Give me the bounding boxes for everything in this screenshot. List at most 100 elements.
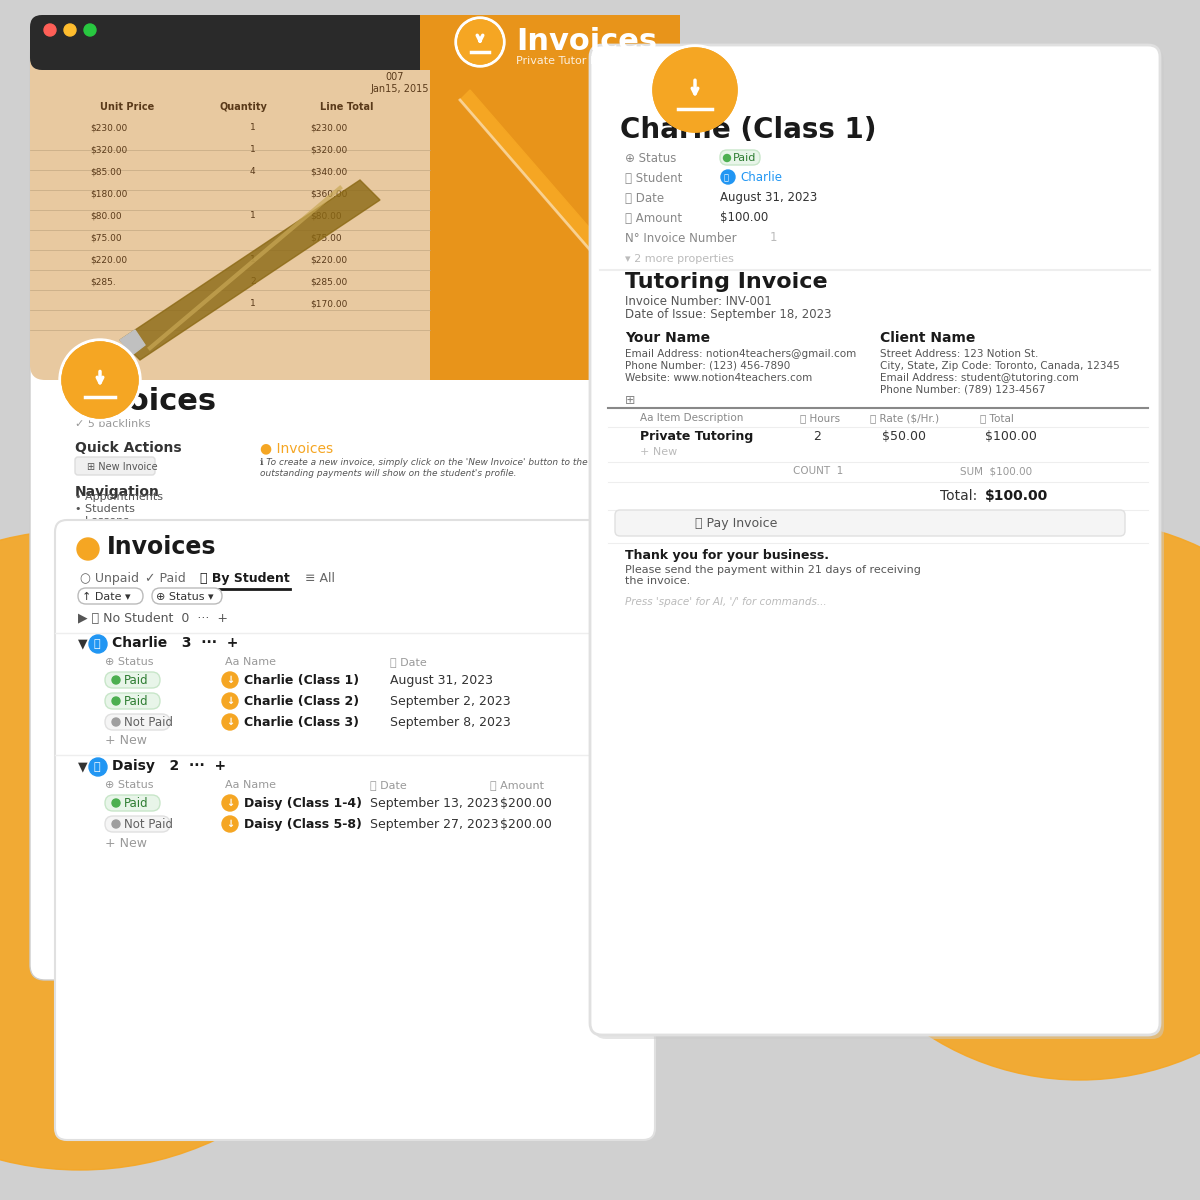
Circle shape (0, 530, 400, 1170)
Text: 1: 1 (250, 145, 256, 154)
Text: ↑ Date ▾: ↑ Date ▾ (263, 545, 306, 554)
Text: ○ Unpaid: ○ Unpaid (80, 572, 139, 584)
FancyBboxPatch shape (106, 672, 160, 688)
FancyBboxPatch shape (106, 714, 170, 730)
Circle shape (59, 338, 142, 421)
Text: 💲 Amount: 💲 Amount (625, 212, 682, 226)
Text: SUM  $100.00: SUM $100.00 (960, 466, 1032, 476)
Text: ⊕ Status ▾: ⊕ Status ▾ (156, 592, 214, 602)
Text: $180.00: $180.00 (90, 188, 127, 198)
Circle shape (222, 816, 238, 832)
Circle shape (458, 20, 502, 64)
Text: ▼: ▼ (78, 637, 88, 650)
FancyBboxPatch shape (590, 44, 1160, 1034)
Text: Invoices: Invoices (516, 26, 658, 56)
Text: Unit Price: Unit Price (100, 102, 155, 112)
Text: September 27, 2023: September 27, 2023 (370, 818, 499, 830)
Text: Your Name: Your Name (625, 331, 710, 346)
Text: 💲 Amount: 💲 Amount (490, 780, 544, 790)
Text: $285.00: $285.00 (310, 277, 347, 286)
Text: September 13, 2023: September 13, 2023 (370, 797, 498, 810)
Text: 📅 Date: 📅 Date (625, 192, 664, 205)
Text: 1: 1 (250, 299, 256, 308)
Text: $230.00: $230.00 (90, 122, 127, 132)
Circle shape (112, 718, 120, 726)
Text: ↓: ↓ (226, 818, 234, 829)
Text: $320.00: $320.00 (90, 145, 127, 154)
Text: ↓: ↓ (226, 716, 234, 727)
Text: ▼: ▼ (78, 760, 88, 773)
Text: Paid: Paid (124, 695, 149, 708)
Text: Charlie   3  ···  +: Charlie 3 ··· + (112, 636, 239, 650)
Text: Total:: Total: (940, 490, 982, 503)
Text: Street Address: 123 Notion St.: Street Address: 123 Notion St. (880, 349, 1038, 359)
Text: ⊞: ⊞ (625, 394, 636, 407)
Circle shape (721, 170, 734, 184)
Text: Charlie: Charlie (740, 170, 782, 184)
Text: ≡ All: ≡ All (305, 572, 335, 584)
Text: ↑ Date ▾: ↑ Date ▾ (82, 592, 131, 602)
Text: Thank you for your business.: Thank you for your business. (625, 550, 829, 562)
Circle shape (455, 17, 505, 67)
Text: Aa Name: Aa Name (226, 658, 276, 667)
Circle shape (65, 347, 134, 416)
Text: 007: 007 (385, 72, 403, 82)
Text: $200.00: $200.00 (500, 797, 552, 810)
Text: N° Invoice Number: N° Invoice Number (625, 232, 737, 245)
Text: ⊕ Status: ⊕ Status (106, 780, 154, 790)
Text: Aa Name: Aa Name (226, 780, 276, 790)
Text: $100.00: $100.00 (985, 490, 1049, 503)
FancyBboxPatch shape (30, 40, 640, 380)
Text: Email Address: student@tutoring.com: Email Address: student@tutoring.com (880, 373, 1079, 383)
Text: Jan15, 2015: Jan15, 2015 (370, 84, 428, 94)
Text: $170.00: $170.00 (310, 299, 347, 308)
Text: ↓: ↓ (226, 798, 234, 808)
Text: $100.00: $100.00 (985, 430, 1037, 443)
Text: September 2, 2023: September 2, 2023 (390, 695, 511, 708)
Circle shape (222, 794, 238, 811)
Circle shape (89, 635, 107, 653)
Text: Charlie (Class 2): Charlie (Class 2) (244, 695, 359, 708)
Text: 👤 By Student: 👤 By Student (200, 572, 289, 584)
Text: Private Tutoring: Private Tutoring (640, 430, 754, 443)
FancyBboxPatch shape (30, 14, 680, 70)
Text: outstanding payments will show on the student's profile.: outstanding payments will show on the st… (260, 469, 516, 478)
Polygon shape (120, 330, 145, 355)
Text: 👤 Student: 👤 Student (625, 172, 683, 185)
Text: $75.00: $75.00 (90, 233, 121, 242)
Text: ⊞ New Invoice: ⊞ New Invoice (88, 462, 157, 472)
Text: 👤: 👤 (724, 173, 730, 182)
Text: ✓ Paid: ✓ Paid (320, 534, 356, 544)
FancyBboxPatch shape (106, 816, 170, 832)
Circle shape (724, 155, 731, 162)
Circle shape (62, 342, 138, 418)
Text: Invoice Number: INV-001: Invoice Number: INV-001 (625, 295, 772, 308)
Text: ✓ 5 backlinks: ✓ 5 backlinks (74, 419, 150, 428)
FancyBboxPatch shape (55, 520, 655, 1140)
Text: Private Tutor Planner: Private Tutor Planner (516, 56, 632, 66)
Circle shape (222, 714, 238, 730)
Text: 👤: 👤 (94, 762, 101, 772)
Text: Invoices: Invoices (74, 386, 216, 416)
Text: ↓: ↓ (226, 674, 234, 685)
FancyBboxPatch shape (594, 49, 1164, 1039)
Text: COUNT  1: COUNT 1 (793, 466, 844, 476)
Circle shape (64, 24, 76, 36)
Text: 📅 Date: 📅 Date (370, 780, 407, 790)
Text: $320.00: $320.00 (310, 145, 347, 154)
Text: 1: 1 (770, 230, 778, 244)
Text: Aa Item Description: Aa Item Description (640, 413, 743, 422)
Text: $85.00: $85.00 (90, 167, 121, 176)
Text: 📅 Date: 📅 Date (390, 658, 427, 667)
Text: 4: 4 (250, 167, 256, 176)
Text: ▶ 🔒 No Student  0  ···  +: ▶ 🔒 No Student 0 ··· + (78, 612, 228, 625)
FancyBboxPatch shape (616, 510, 1126, 536)
FancyBboxPatch shape (260, 542, 314, 557)
Text: ⏱ Hours: ⏱ Hours (800, 413, 840, 422)
Text: Phone Number: (789) 123-4567: Phone Number: (789) 123-4567 (880, 385, 1045, 395)
Text: Daisy (Class 1-4): Daisy (Class 1-4) (244, 797, 362, 810)
Text: 👤: 👤 (94, 638, 101, 649)
Text: Please send the payment within 21 days of receiving: Please send the payment within 21 days o… (625, 565, 920, 575)
Text: Quick Actions: Quick Actions (74, 440, 181, 455)
Text: Charlie (Class 3): Charlie (Class 3) (244, 716, 359, 728)
